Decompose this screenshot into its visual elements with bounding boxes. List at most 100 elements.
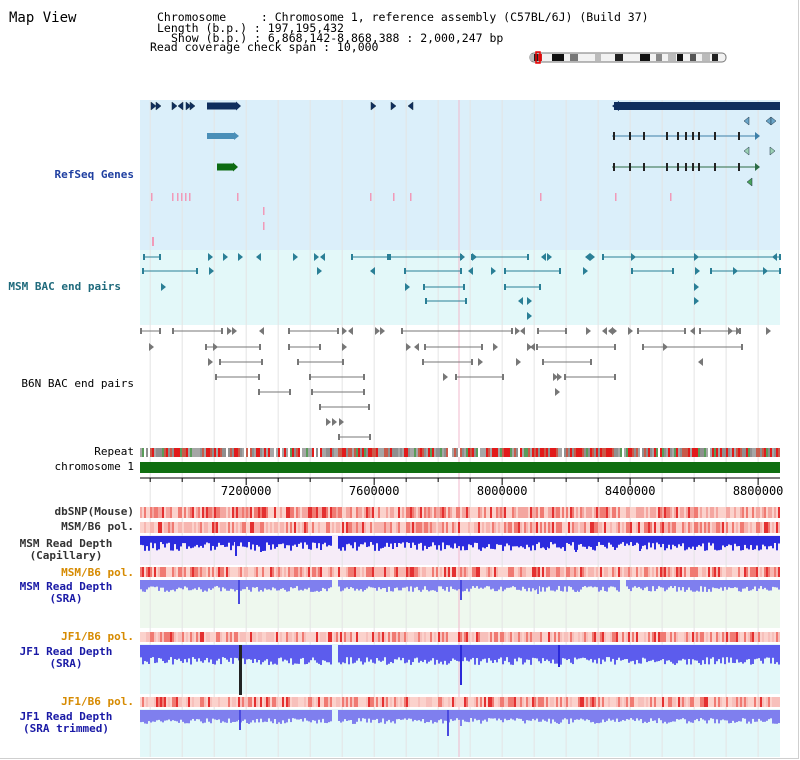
depth-bar bbox=[184, 645, 186, 660]
repeat-segment bbox=[574, 448, 576, 457]
depth-bar bbox=[626, 580, 628, 587]
repeat-segment bbox=[406, 448, 408, 457]
strip-cell bbox=[208, 507, 210, 518]
strip-cell bbox=[530, 632, 532, 642]
depth-bar bbox=[224, 710, 226, 723]
depth-bar bbox=[500, 580, 502, 587]
strip-cell bbox=[596, 697, 598, 707]
depth-bar bbox=[702, 710, 704, 720]
strip-cell bbox=[464, 522, 466, 533]
depth-bar bbox=[218, 645, 220, 659]
depth-bar bbox=[384, 710, 386, 724]
depth-bar bbox=[268, 536, 270, 545]
strip-cell bbox=[304, 697, 306, 707]
depth-bar bbox=[692, 580, 694, 592]
depth-bar bbox=[534, 536, 536, 551]
repeat-segment bbox=[182, 448, 184, 457]
strip-cell bbox=[212, 507, 214, 518]
strip-cell bbox=[672, 697, 674, 707]
strip-cell bbox=[340, 567, 342, 577]
depth-bar bbox=[208, 580, 210, 589]
depth-bar bbox=[434, 536, 436, 546]
strip-cell bbox=[258, 632, 260, 642]
repeat-segment bbox=[742, 448, 744, 457]
depth-bar bbox=[650, 710, 652, 719]
depth-bar bbox=[632, 580, 634, 588]
depth-bar bbox=[662, 710, 664, 724]
depth-bar bbox=[588, 710, 590, 721]
strip-cell bbox=[524, 507, 526, 518]
depth-bar bbox=[510, 536, 512, 551]
strip-cell bbox=[744, 567, 746, 577]
strip-cell bbox=[772, 697, 774, 707]
strip-cell bbox=[230, 507, 232, 518]
depth-bar bbox=[538, 536, 540, 543]
strip-cell bbox=[344, 697, 346, 707]
strip-cell bbox=[624, 522, 626, 533]
strip-cell bbox=[384, 697, 386, 707]
depth-bar bbox=[440, 536, 442, 551]
strip-cell bbox=[564, 567, 566, 577]
strip-cell bbox=[630, 567, 632, 577]
strip-cell bbox=[724, 567, 726, 577]
depth-bar bbox=[566, 536, 568, 543]
depth-bar bbox=[504, 645, 506, 661]
strip-cell bbox=[332, 632, 334, 642]
strip-cell bbox=[144, 522, 146, 533]
depth-bar bbox=[176, 536, 178, 550]
depth-bar bbox=[244, 645, 246, 665]
depth-bar bbox=[326, 580, 328, 592]
strip-cell bbox=[252, 632, 254, 642]
strip-cell bbox=[748, 632, 750, 642]
strip-cell bbox=[378, 507, 380, 518]
depth-bar bbox=[750, 536, 752, 546]
depth-bar bbox=[606, 580, 608, 592]
repeat-segment bbox=[514, 448, 516, 457]
strip-cell bbox=[196, 632, 198, 642]
strip-cell bbox=[270, 697, 272, 707]
bac-end bbox=[289, 389, 291, 395]
strip-cell bbox=[500, 632, 502, 642]
depth-bar bbox=[358, 536, 360, 547]
depth-bar bbox=[436, 536, 438, 550]
bac-end-arrow bbox=[213, 343, 218, 351]
depth-bar bbox=[740, 645, 742, 663]
depth-spike bbox=[235, 536, 237, 556]
strip-cell bbox=[566, 697, 568, 707]
depth-bar bbox=[300, 536, 302, 543]
strip-cell bbox=[426, 567, 428, 577]
strip-cell bbox=[388, 567, 390, 577]
strip-cell bbox=[760, 632, 762, 642]
strip-cell bbox=[726, 522, 728, 533]
strip-cell bbox=[380, 507, 382, 518]
depth-bar bbox=[662, 645, 664, 660]
depth-bar bbox=[444, 536, 446, 550]
strip-cell bbox=[662, 507, 664, 518]
depth-bar bbox=[680, 580, 682, 591]
repeat-segment bbox=[520, 448, 522, 457]
strip-cell bbox=[378, 697, 380, 707]
strip-cell bbox=[252, 567, 254, 577]
depth-bar bbox=[496, 580, 498, 592]
depth-bar bbox=[696, 645, 698, 661]
strip-cell bbox=[690, 632, 692, 642]
depth-bar bbox=[638, 645, 640, 664]
depth-bar bbox=[404, 645, 406, 664]
strip-cell bbox=[508, 567, 510, 577]
depth-bar bbox=[298, 580, 300, 591]
strip-cell bbox=[568, 507, 570, 518]
strip-cell bbox=[238, 522, 240, 533]
strip-cell bbox=[704, 507, 706, 518]
depth-bar bbox=[512, 645, 514, 665]
depth-bar bbox=[632, 536, 634, 546]
strip-cell bbox=[684, 507, 686, 518]
depth-bar bbox=[502, 536, 504, 551]
depth-bar bbox=[338, 645, 340, 663]
strip-cell bbox=[194, 632, 196, 642]
strip-cell bbox=[236, 632, 238, 642]
label-jf1-depth-trim-2: (SRA trimmed) bbox=[22, 722, 110, 735]
strip-cell bbox=[692, 507, 694, 518]
depth-bar bbox=[306, 645, 308, 664]
strip-cell bbox=[762, 522, 764, 533]
